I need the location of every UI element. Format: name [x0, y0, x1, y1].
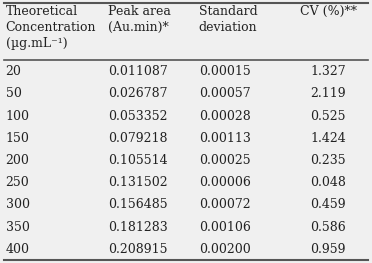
Text: Peak area
(Au.min)*: Peak area (Au.min)* — [108, 5, 170, 34]
Text: 0.00113: 0.00113 — [199, 132, 251, 145]
Text: 0.181283: 0.181283 — [108, 221, 167, 234]
Text: 0.208915: 0.208915 — [108, 243, 167, 256]
Text: 0.079218: 0.079218 — [108, 132, 167, 145]
Text: 0.026787: 0.026787 — [108, 87, 167, 100]
Text: Standard
deviation: Standard deviation — [199, 5, 257, 34]
Text: CV (%)**: CV (%)** — [300, 5, 357, 18]
Text: 20: 20 — [6, 65, 22, 78]
Text: 0.131502: 0.131502 — [108, 176, 167, 189]
Text: 350: 350 — [6, 221, 29, 234]
Text: 300: 300 — [6, 198, 30, 211]
Text: 1.327: 1.327 — [310, 65, 346, 78]
Text: 400: 400 — [6, 243, 30, 256]
Text: 200: 200 — [6, 154, 29, 167]
Text: 0.00028: 0.00028 — [199, 109, 251, 123]
Text: 0.105514: 0.105514 — [108, 154, 167, 167]
Text: 0.00006: 0.00006 — [199, 176, 251, 189]
Text: 2.119: 2.119 — [310, 87, 346, 100]
Text: 0.00072: 0.00072 — [199, 198, 250, 211]
Text: 0.00015: 0.00015 — [199, 65, 251, 78]
Text: 0.959: 0.959 — [310, 243, 346, 256]
Text: 0.048: 0.048 — [310, 176, 346, 189]
Text: 0.00057: 0.00057 — [199, 87, 250, 100]
Text: 0.525: 0.525 — [310, 109, 346, 123]
Text: 0.459: 0.459 — [310, 198, 346, 211]
Text: 0.156485: 0.156485 — [108, 198, 167, 211]
Text: 0.00106: 0.00106 — [199, 221, 251, 234]
Text: 0.053352: 0.053352 — [108, 109, 167, 123]
Text: 0.011087: 0.011087 — [108, 65, 167, 78]
Text: 1.424: 1.424 — [310, 132, 346, 145]
Text: 0.00025: 0.00025 — [199, 154, 250, 167]
Text: Theoretical
Concentration
(µg.mL⁻¹): Theoretical Concentration (µg.mL⁻¹) — [6, 5, 96, 50]
Text: 0.586: 0.586 — [310, 221, 346, 234]
Text: 50: 50 — [6, 87, 22, 100]
Text: 0.00200: 0.00200 — [199, 243, 251, 256]
Text: 0.235: 0.235 — [310, 154, 346, 167]
Text: 150: 150 — [6, 132, 29, 145]
Text: 250: 250 — [6, 176, 29, 189]
Text: 100: 100 — [6, 109, 30, 123]
